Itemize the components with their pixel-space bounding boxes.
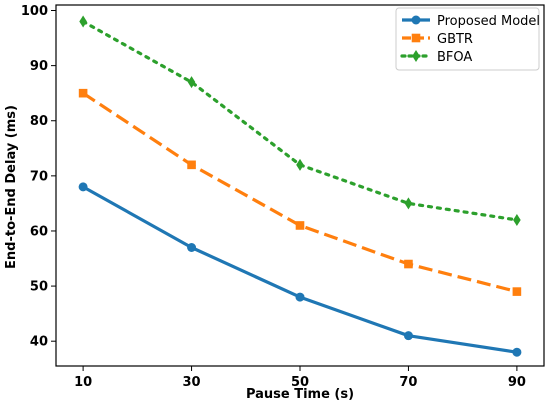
y-tick-label: 90 — [30, 59, 48, 74]
series-1-point — [78, 182, 88, 192]
y-tick-label: 80 — [30, 114, 48, 129]
y-tick-label: 60 — [30, 224, 48, 239]
axes-layer: 10 30 50 70 90 40 50 60 70 80 90 100 — [21, 4, 545, 390]
legend-label: BFOA — [437, 50, 472, 65]
legend-entry: GBTR — [402, 32, 473, 47]
series-2-point — [512, 287, 522, 296]
x-tick-label: 10 — [74, 375, 92, 390]
series-1-point — [512, 347, 522, 357]
series-2-point — [187, 160, 196, 170]
x-tick-label: 90 — [508, 375, 526, 390]
series-1-point — [295, 292, 305, 302]
legend-label: Proposed Model — [437, 14, 540, 29]
x-tick-label: 50 — [291, 375, 309, 390]
y-tick-label: 70 — [30, 169, 48, 184]
legend-box — [395, 7, 540, 71]
series-3-point — [79, 15, 87, 28]
series-2-point — [404, 259, 413, 269]
legend-marker — [411, 15, 421, 25]
x-tick-label: 70 — [399, 375, 417, 390]
legend-entry: BFOA — [400, 50, 472, 65]
legend-label: GBTR — [437, 32, 473, 47]
y-axis-label: End-to-End Delay (ms) — [4, 105, 19, 269]
series-3-point — [296, 158, 304, 171]
series-1-point — [187, 243, 197, 253]
series-3-point — [513, 213, 521, 226]
x-axis-label: Pause Time (s) — [246, 387, 354, 402]
series-3-point — [187, 76, 196, 89]
legend-marker — [412, 50, 420, 62]
legend: Proposed Model GBTR BFOA — [395, 7, 540, 71]
series-2 — [78, 88, 522, 296]
series-3-point — [404, 197, 413, 210]
y-tick-label: 100 — [21, 4, 48, 19]
y-tick-label: 50 — [30, 280, 48, 295]
series-2-line — [82, 91, 518, 294]
x-tick-label: 30 — [183, 375, 201, 390]
series-2-point — [295, 221, 305, 230]
series-1-line — [82, 185, 518, 354]
series-1 — [78, 182, 522, 357]
series-2-point — [78, 88, 88, 98]
series-layer — [78, 15, 522, 357]
series-1-point — [403, 331, 413, 341]
legend-marker — [411, 33, 421, 43]
series-3 — [79, 15, 521, 226]
legend-entry: Proposed Model — [402, 14, 540, 29]
y-tick-label: 40 — [30, 335, 48, 350]
